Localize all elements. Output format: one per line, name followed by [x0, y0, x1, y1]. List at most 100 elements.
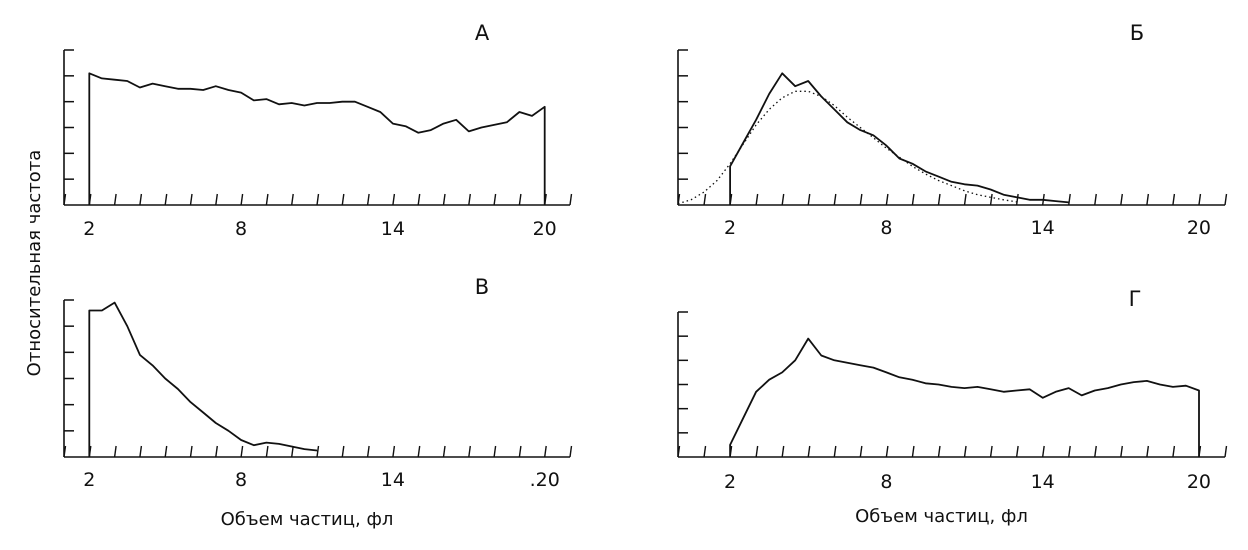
x-tick [1198, 193, 1202, 206]
x-tick [1146, 445, 1150, 458]
x-tick [703, 193, 707, 206]
x-tick [417, 193, 421, 206]
x-tick [1224, 193, 1228, 206]
x-tick [1015, 445, 1019, 458]
x-tick [1015, 193, 1019, 206]
x-tick [265, 445, 269, 458]
x-tick [1172, 445, 1176, 458]
x-tick-label: 20 [533, 218, 557, 240]
x-tick-label: 14 [1031, 217, 1055, 239]
x-tick [164, 193, 168, 206]
x-tick [1094, 445, 1097, 458]
x-tick-label: 2 [83, 218, 95, 240]
x-tick [989, 193, 993, 206]
chart-panel-2: 2 8 14 20 Б [677, 21, 1228, 239]
x-tick-label: 8 [880, 471, 892, 493]
x-tick [1041, 445, 1045, 458]
x-tick [833, 193, 837, 206]
x-tick [937, 445, 941, 458]
x-tick [113, 445, 117, 458]
x-tick [1172, 193, 1176, 206]
y-axis-label: Относительная частота [24, 150, 45, 377]
x-tick [493, 193, 497, 206]
x-tick [316, 445, 320, 458]
x-tick [544, 445, 547, 458]
x-tick [291, 445, 294, 458]
x-tick [807, 193, 811, 206]
x-tick [833, 445, 837, 458]
x-tick [755, 193, 759, 206]
x-tick-label: 20 [1187, 471, 1211, 493]
panel-letter: Г [1129, 287, 1142, 311]
x-tick [468, 445, 471, 458]
x-tick [442, 193, 446, 206]
x-tick-label: 14 [381, 218, 405, 240]
x-tick [316, 193, 320, 206]
x-tick [1094, 193, 1097, 206]
x-tick [341, 445, 345, 458]
panel-letter: А [475, 21, 490, 45]
x-tick-label: 14 [1031, 471, 1055, 493]
x-tick [1120, 445, 1124, 458]
x-tick-label: 8 [235, 469, 247, 491]
x-tick-label: 8 [880, 217, 892, 239]
x-tick [215, 445, 218, 458]
x-tick [911, 193, 915, 206]
x-tick [189, 193, 193, 206]
x-tick [807, 445, 811, 458]
x-tick-label: 8 [235, 218, 247, 240]
chart-panel-1: 2 8 14 20 А [63, 21, 573, 240]
x-tick [781, 445, 785, 458]
x-axis-label: Объем частиц, фл [221, 509, 394, 530]
x-tick [989, 445, 993, 458]
x-tick [366, 193, 370, 206]
x-tick-label: 14 [381, 469, 405, 491]
x-tick [442, 445, 446, 458]
x-tick [1224, 445, 1228, 458]
x-tick [63, 445, 67, 458]
x-tick [1146, 193, 1150, 206]
x-tick [392, 445, 396, 458]
x-tick [911, 445, 915, 458]
chart-panel-4: 2 8 14 20 Г Объем частиц, фл [677, 287, 1228, 527]
x-tick-label: 2 [724, 471, 736, 493]
x-tick-label: 2 [724, 217, 736, 239]
x-tick [113, 193, 117, 206]
x-tick [859, 193, 863, 206]
x-tick [392, 193, 396, 206]
x-tick [677, 445, 681, 458]
x-tick [885, 445, 889, 458]
x-tick [240, 445, 244, 458]
x-tick [417, 445, 421, 458]
x-tick [63, 193, 67, 206]
x-tick [291, 193, 294, 206]
x-tick [189, 445, 193, 458]
x-tick [1068, 193, 1071, 206]
x-tick-label: 2 [83, 469, 95, 491]
x-tick [569, 445, 573, 458]
series-line-dotted [677, 90, 1017, 205]
series-line [729, 337, 1200, 457]
x-tick-label: 20 [1187, 217, 1211, 239]
x-tick [569, 193, 573, 206]
x-tick [885, 193, 889, 206]
x-tick [1068, 445, 1071, 458]
x-tick [518, 193, 522, 206]
x-tick [781, 193, 785, 206]
x-tick-label: .20 [530, 469, 560, 491]
series-line [88, 301, 318, 457]
chart-panel-3: 2 8 14 .20 В Объем частиц, фл [63, 275, 573, 530]
x-tick [468, 193, 471, 206]
x-tick [265, 193, 269, 206]
x-tick [963, 445, 967, 458]
x-tick [164, 445, 168, 458]
x-tick [139, 445, 143, 458]
x-tick [937, 193, 941, 206]
x-tick [240, 193, 244, 206]
x-tick [963, 193, 967, 206]
x-tick [366, 445, 370, 458]
x-tick [1120, 193, 1124, 206]
x-tick [755, 445, 759, 458]
x-axis-label: Объем частиц, фл [855, 506, 1028, 527]
